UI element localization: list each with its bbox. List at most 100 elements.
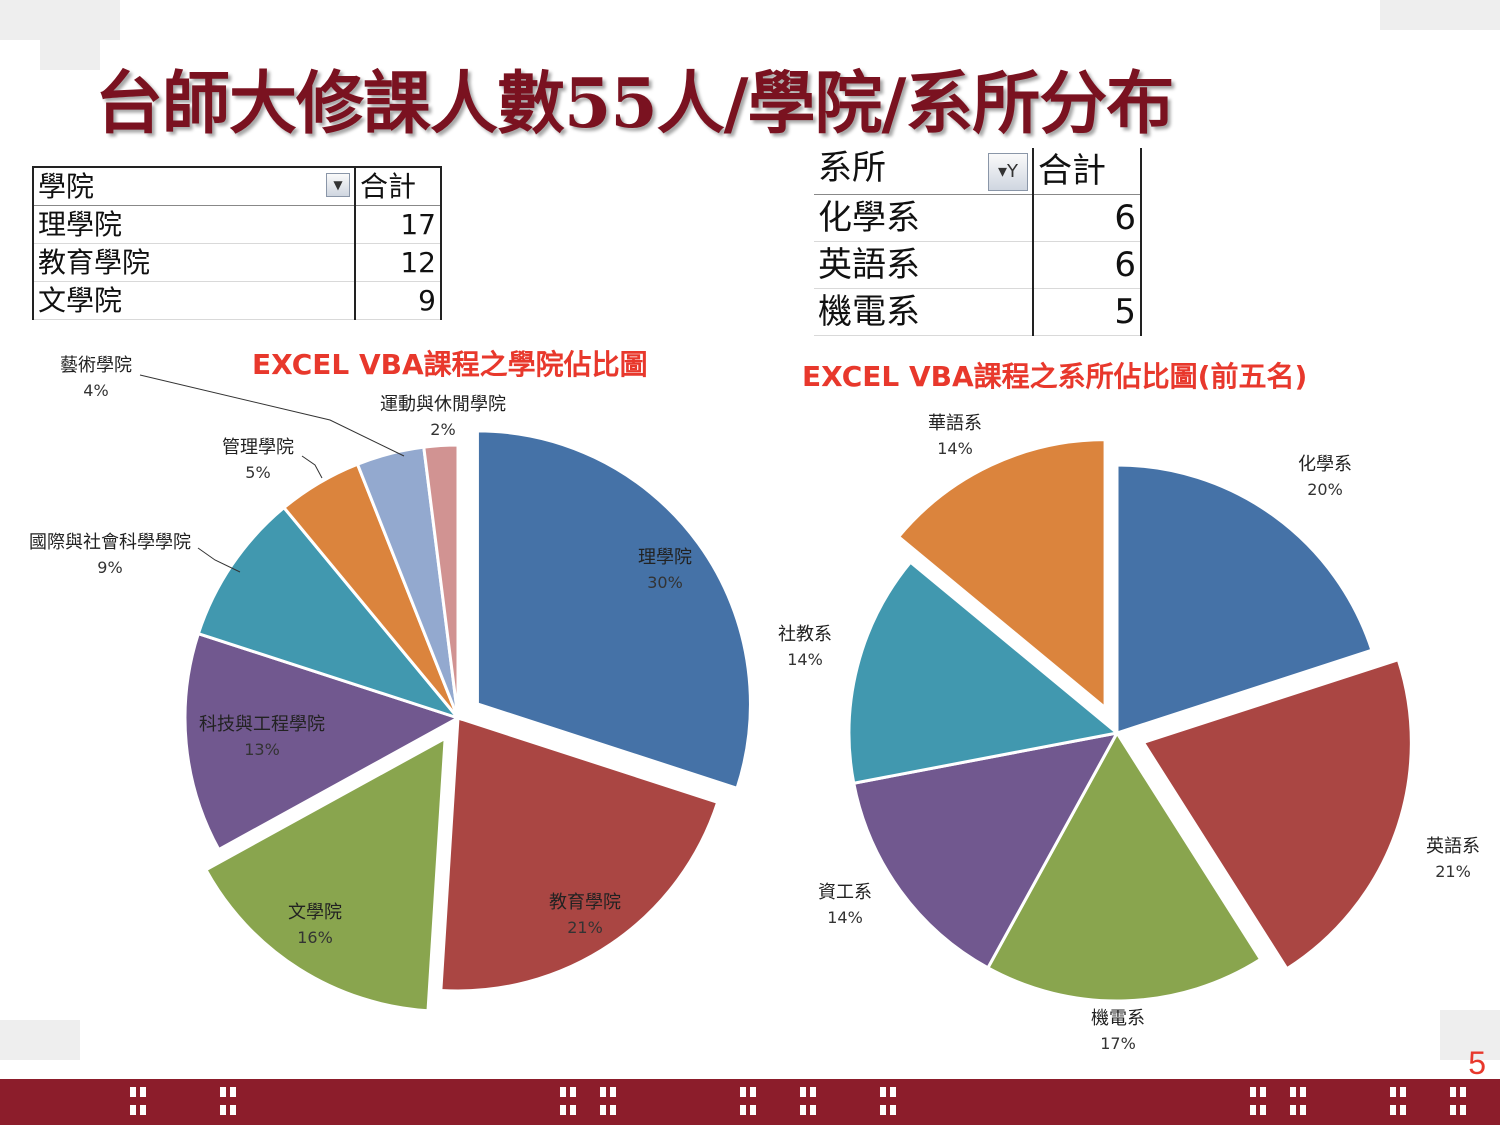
table-row: 文學院 9 <box>32 281 442 320</box>
footer-pattern-mark <box>1300 1105 1306 1115</box>
table-cell-total: 5 <box>1032 288 1142 336</box>
slice-category-label: 運動與休閒學院 <box>380 394 506 415</box>
footer-pattern-mark <box>1400 1105 1406 1115</box>
pie-slice <box>1115 463 1374 736</box>
footer-pattern-mark <box>130 1087 136 1097</box>
filter-icon[interactable]: ▾Y <box>988 153 1028 191</box>
background-decoration <box>40 40 100 70</box>
footer-pattern-mark <box>740 1087 746 1097</box>
footer-pattern-mark <box>800 1087 806 1097</box>
footer-pattern-mark <box>800 1105 806 1115</box>
footer-pattern-mark <box>1390 1105 1396 1115</box>
footer-pattern-mark <box>570 1087 576 1097</box>
slice-percent-label: 14% <box>787 650 823 669</box>
slide-number: 5 <box>1468 1045 1486 1081</box>
column-header-total: 合計 <box>1032 148 1142 195</box>
slice-category-label: 管理學院 <box>222 437 294 458</box>
column-header-department: 系所 <box>818 148 886 188</box>
footer-pattern-mark <box>750 1087 756 1097</box>
footer-pattern-mark <box>1450 1087 1456 1097</box>
footer-pattern-mark <box>1400 1087 1406 1097</box>
slice-category-label: 教育學院 <box>549 892 621 913</box>
table-cell-department: 化學系 <box>814 194 1033 242</box>
chart-title-department: EXCEL VBA課程之系所佔比圖(前五名) <box>802 355 1308 395</box>
footer-pattern-mark <box>1390 1087 1396 1097</box>
footer-pattern-mark <box>810 1087 816 1097</box>
slice-percent-label: 21% <box>1435 862 1471 881</box>
slice-category-label: 文學院 <box>288 902 342 923</box>
footer-pattern-mark <box>1250 1087 1256 1097</box>
table-header-row: 系所 ▾Y 合計 <box>814 148 1142 195</box>
pie-slice <box>847 560 1121 785</box>
slice-category-label: 理學院 <box>638 547 692 568</box>
pie-slice <box>985 730 1263 1003</box>
footer-pattern-mark <box>890 1087 896 1097</box>
table-cell-total: 12 <box>354 243 442 282</box>
slice-category-label: 華語系 <box>928 413 982 434</box>
slice-percent-label: 9% <box>97 558 122 577</box>
department-pivot-table: 系所 ▾Y 合計 化學系 6 英語系 6 機電系 5 <box>814 148 1142 336</box>
footer-pattern-mark <box>890 1105 896 1115</box>
footer-pattern-mark <box>560 1105 566 1115</box>
footer-pattern-mark <box>1250 1105 1256 1115</box>
footer-pattern-mark <box>570 1105 576 1115</box>
background-decoration <box>0 1020 80 1060</box>
pie-slice <box>183 631 462 852</box>
footer-pattern-mark <box>230 1087 236 1097</box>
page-title: 台師大修課人數55人/學院/系所分布 <box>95 64 1174 144</box>
slice-percent-label: 13% <box>244 740 280 759</box>
footer-pattern-mark <box>610 1105 616 1115</box>
pie-slice <box>422 443 460 719</box>
table-cell-college: 理學院 <box>32 205 355 244</box>
dropdown-arrow-icon[interactable]: ▼ <box>326 172 350 197</box>
slice-category-label: 國際與社會科學學院 <box>29 532 191 553</box>
pie-slice <box>475 429 752 791</box>
table-cell-total: 9 <box>354 281 442 320</box>
footer-pattern-mark <box>220 1087 226 1097</box>
footer-pattern-mark <box>130 1105 136 1115</box>
footer-pattern-mark <box>880 1105 886 1115</box>
leader-line <box>197 547 241 573</box>
slice-percent-label: 30% <box>647 573 683 592</box>
pie-slice <box>896 438 1107 711</box>
footer-pattern-mark <box>560 1087 566 1097</box>
slice-category-label: 社教系 <box>778 624 832 645</box>
slice-percent-label: 21% <box>567 918 603 937</box>
footer-pattern-mark <box>1460 1105 1466 1115</box>
footer-pattern-mark <box>750 1105 756 1115</box>
pie-slice <box>439 715 720 993</box>
footer-pattern-mark <box>600 1105 606 1115</box>
pie-slice <box>203 735 447 1013</box>
table-cell-department: 機電系 <box>814 288 1033 336</box>
table-cell-total: 6 <box>1032 194 1142 242</box>
footer-band <box>0 1079 1500 1125</box>
footer-pattern-mark <box>1290 1105 1296 1115</box>
footer-pattern-mark <box>1260 1105 1266 1115</box>
slice-percent-label: 5% <box>245 463 270 482</box>
background-decoration <box>1440 1010 1500 1060</box>
slice-category-label: 資工系 <box>818 882 872 903</box>
table-row: 化學系 6 <box>814 194 1142 242</box>
table-row: 教育學院 12 <box>32 243 442 282</box>
footer-pattern-mark <box>230 1105 236 1115</box>
pie-slice <box>196 505 463 722</box>
slice-percent-label: 16% <box>297 928 333 947</box>
footer-pattern-mark <box>880 1087 886 1097</box>
footer-pattern-mark <box>1460 1087 1466 1097</box>
slice-percent-label: 14% <box>937 439 973 458</box>
footer-pattern-mark <box>1260 1087 1266 1097</box>
slice-percent-label: 17% <box>1100 1034 1136 1053</box>
leader-line <box>139 374 405 457</box>
chart-title-college: EXCEL VBA課程之學院佔比圖 <box>252 343 648 383</box>
pie-slice <box>1141 657 1413 971</box>
footer-pattern-mark <box>810 1105 816 1115</box>
college-pivot-table: 學院 ▼ 合計 理學院 17 教育學院 12 文學院 9 <box>32 166 442 320</box>
slice-category-label: 化學系 <box>1298 454 1352 475</box>
footer-pattern-mark <box>220 1105 226 1115</box>
background-decoration <box>0 0 120 40</box>
table-cell-college: 教育學院 <box>32 243 355 282</box>
slice-category-label: 科技與工程學院 <box>199 714 325 735</box>
slice-percent-label: 20% <box>1307 480 1343 499</box>
footer-pattern-mark <box>1450 1105 1456 1115</box>
footer-pattern-mark <box>1300 1087 1306 1097</box>
